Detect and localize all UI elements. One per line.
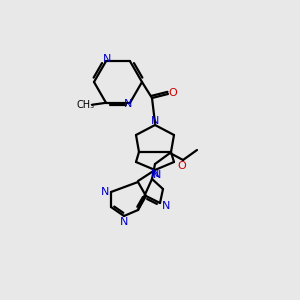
Text: N: N [151, 169, 159, 179]
Text: N: N [124, 99, 132, 109]
Text: N: N [153, 170, 161, 180]
Text: N: N [103, 54, 111, 64]
Text: O: O [178, 161, 186, 171]
Text: N: N [120, 217, 128, 227]
Text: O: O [169, 88, 177, 98]
Text: N: N [101, 187, 109, 197]
Text: N: N [162, 201, 170, 211]
Text: CH₃: CH₃ [77, 100, 95, 110]
Text: N: N [151, 116, 159, 126]
